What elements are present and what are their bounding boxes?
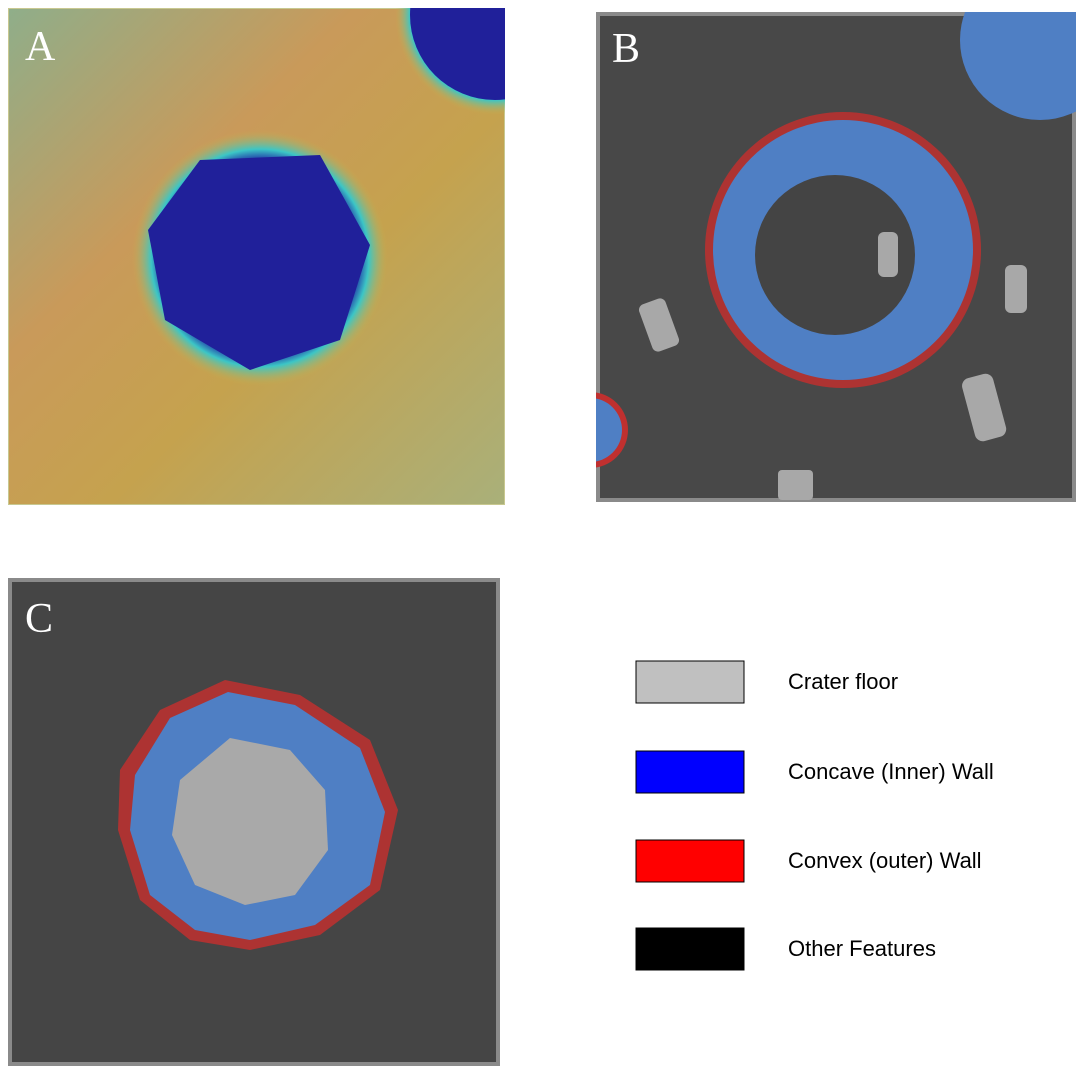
panel-a <box>8 0 595 505</box>
legend-swatch <box>636 751 744 793</box>
legend-label: Concave (Inner) Wall <box>788 759 994 784</box>
legend-label: Crater floor <box>788 669 898 694</box>
panel-label: C <box>25 596 53 642</box>
panel-label: B <box>612 26 640 72</box>
panel-label: A <box>25 24 56 70</box>
panel-b <box>552 0 1076 502</box>
figure: A B C Crater floor Concave (Inner) Wall Co… <box>0 0 1076 1066</box>
legend-label: Convex (outer) Wall <box>788 848 982 873</box>
legend-swatch <box>636 661 744 703</box>
legend-swatch <box>636 928 744 970</box>
legend: Crater floor Concave (Inner) Wall Convex (… <box>636 661 994 970</box>
panel-c <box>8 578 500 1066</box>
legend-label: Other Features <box>788 936 936 961</box>
legend-swatch <box>636 840 744 882</box>
